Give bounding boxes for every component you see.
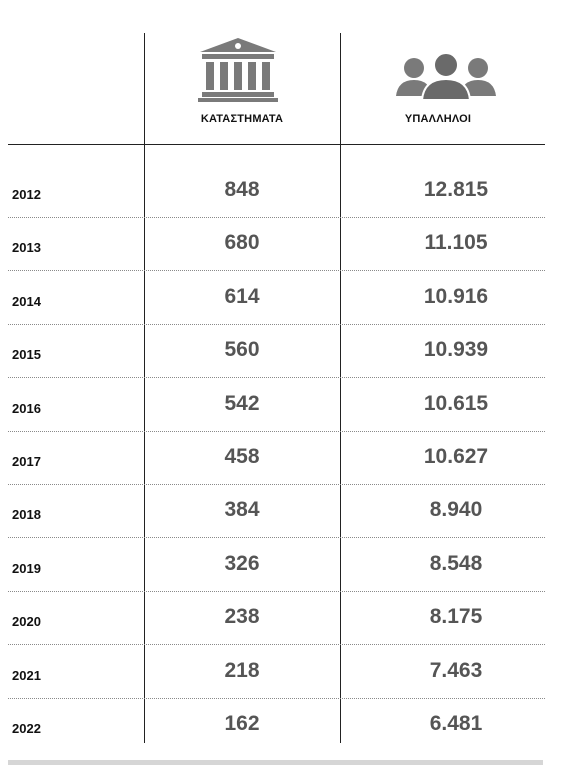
bottom-bar bbox=[8, 760, 543, 765]
employees-value: 8.548 bbox=[429, 551, 483, 575]
stores-value: 384 bbox=[224, 498, 260, 522]
table-row: 2012 848 12.815 bbox=[8, 165, 545, 218]
column-divider bbox=[144, 33, 145, 743]
bank-building-icon bbox=[198, 38, 278, 102]
row-divider bbox=[8, 377, 545, 379]
table-row: 2022 162 6.481 bbox=[8, 699, 545, 752]
row-divider bbox=[8, 590, 545, 592]
stores-value: 848 bbox=[224, 178, 260, 201]
table-row: 2015 560 10.939 bbox=[8, 325, 545, 379]
employees-value: 10.916 bbox=[423, 284, 489, 308]
table-row: 2013 680 11.105 bbox=[8, 218, 545, 272]
row-divider bbox=[8, 323, 545, 325]
year-label: 2013 bbox=[12, 240, 41, 256]
table-row: 2016 542 10.615 bbox=[8, 379, 545, 432]
year-label: 2018 bbox=[12, 507, 41, 523]
employees-value: 12.815 bbox=[423, 178, 489, 201]
stores-value: 458 bbox=[224, 445, 260, 468]
row-divider bbox=[8, 697, 545, 699]
table-row: 2018 384 8.940 bbox=[8, 485, 545, 539]
stores-value: 560 bbox=[224, 338, 260, 362]
table-row: 2020 238 8.175 bbox=[8, 592, 545, 646]
row-divider bbox=[8, 484, 545, 485]
year-label: 2022 bbox=[12, 721, 41, 736]
stores-value: 614 bbox=[224, 284, 260, 308]
year-label: 2014 bbox=[12, 293, 41, 309]
row-divider bbox=[8, 270, 545, 272]
employees-value: 10.939 bbox=[423, 338, 489, 362]
year-label: 2021 bbox=[12, 667, 41, 683]
column-header-stores: ΚΑΤΑΣΤΗΜΑΤΑ bbox=[200, 113, 284, 125]
stores-value: 542 bbox=[224, 391, 260, 415]
employees-value: 11.105 bbox=[424, 231, 488, 255]
table-row: 2021 218 7.463 bbox=[8, 646, 545, 699]
year-label: 2012 bbox=[12, 187, 41, 202]
employees-value: 8.940 bbox=[429, 498, 483, 522]
row-divider bbox=[8, 644, 545, 646]
people-group-icon bbox=[396, 52, 496, 100]
stores-value: 162 bbox=[224, 712, 260, 735]
header-divider bbox=[8, 144, 545, 145]
column-header-employees: ΥΠΑΛΛΗΛΟΙ bbox=[404, 113, 472, 125]
year-label: 2019 bbox=[12, 560, 41, 576]
year-label: 2015 bbox=[12, 347, 41, 363]
employees-value: 7.463 bbox=[429, 658, 483, 682]
table-row: 2019 326 8.548 bbox=[8, 539, 545, 592]
year-label: 2017 bbox=[12, 454, 41, 469]
employees-value: 10.627 bbox=[423, 445, 489, 468]
stores-value: 680 bbox=[224, 231, 260, 255]
stores-value: 238 bbox=[224, 605, 260, 629]
table-row: 2014 614 10.916 bbox=[8, 272, 545, 325]
stores-value: 218 bbox=[224, 658, 260, 682]
row-divider bbox=[8, 217, 545, 218]
column-divider bbox=[340, 33, 341, 743]
employees-value: 8.175 bbox=[429, 605, 483, 629]
employees-value: 6.481 bbox=[429, 712, 483, 735]
employees-value: 10.615 bbox=[423, 391, 489, 415]
year-label: 2020 bbox=[12, 614, 41, 630]
table-row: 2017 458 10.627 bbox=[8, 432, 545, 485]
row-divider bbox=[8, 430, 545, 432]
row-divider bbox=[8, 537, 545, 539]
year-label: 2016 bbox=[12, 400, 41, 416]
stores-value: 326 bbox=[224, 551, 260, 575]
